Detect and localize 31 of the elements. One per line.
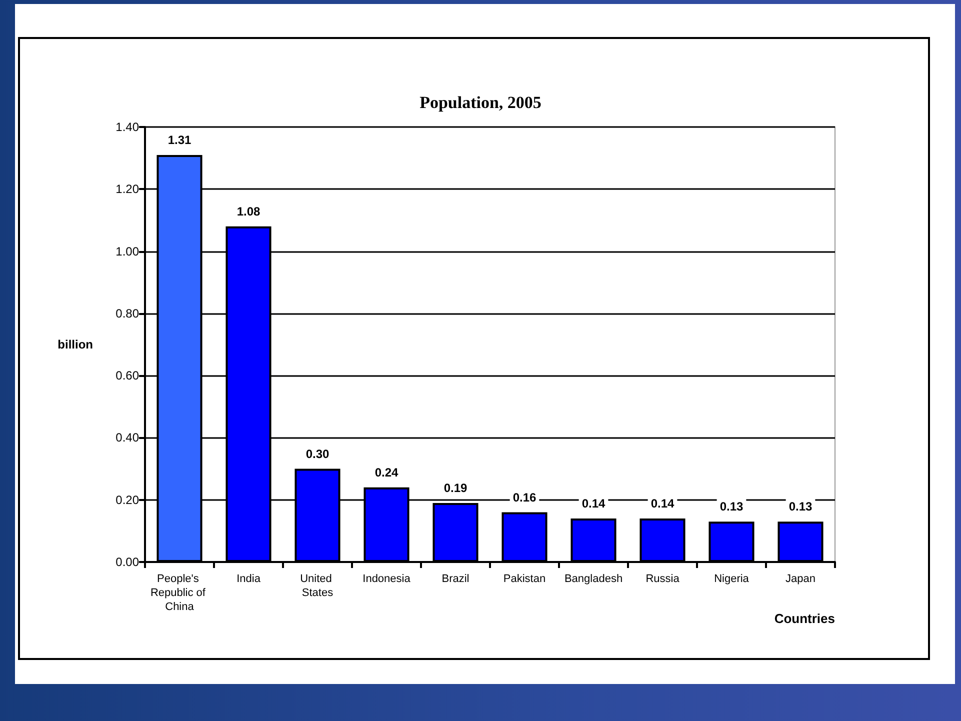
y-tick-label: 0.00 — [116, 555, 140, 569]
y-tick-label: 0.40 — [116, 430, 140, 445]
x-axis-title: Countries — [774, 611, 835, 626]
y-tick-label: 1.00 — [116, 244, 140, 258]
x-tick-label: Russia — [646, 573, 680, 585]
data-label: 0.19 — [444, 480, 468, 495]
data-label: 1.31 — [168, 132, 192, 147]
data-label: 0.14 — [582, 496, 606, 510]
data-label: 1.08 — [236, 204, 260, 218]
x-tick-label: People's Republic of China — [150, 573, 209, 613]
data-label: 0.30 — [306, 446, 330, 461]
data-label: 0.13 — [720, 500, 744, 514]
x-tick-label: Indonesia — [362, 573, 412, 585]
y-tick-label: 0.80 — [116, 306, 140, 320]
y-tick-label: 1.40 — [116, 120, 140, 134]
data-label: 0.16 — [512, 490, 536, 504]
x-tick-label: Brazil — [442, 573, 470, 585]
data-label: 0.24 — [374, 465, 398, 480]
y-tick-label: 0.60 — [116, 368, 140, 383]
y-tick-label: 0.20 — [116, 492, 140, 507]
y-axis-title: billion — [58, 338, 93, 352]
data-label: 0.13 — [788, 500, 812, 514]
x-tick-label: Japan — [786, 573, 816, 585]
x-tick-label: Pakistan — [503, 573, 546, 585]
x-tick-label: Nigeria — [714, 573, 750, 585]
y-tick-label: 1.20 — [116, 182, 140, 196]
x-tick-label: United States — [300, 573, 335, 599]
chart-title: Population, 2005 — [420, 93, 542, 112]
x-tick-label: India — [236, 573, 262, 585]
data-label: 0.14 — [650, 496, 674, 510]
x-tick-label: Bangladesh — [564, 573, 623, 585]
